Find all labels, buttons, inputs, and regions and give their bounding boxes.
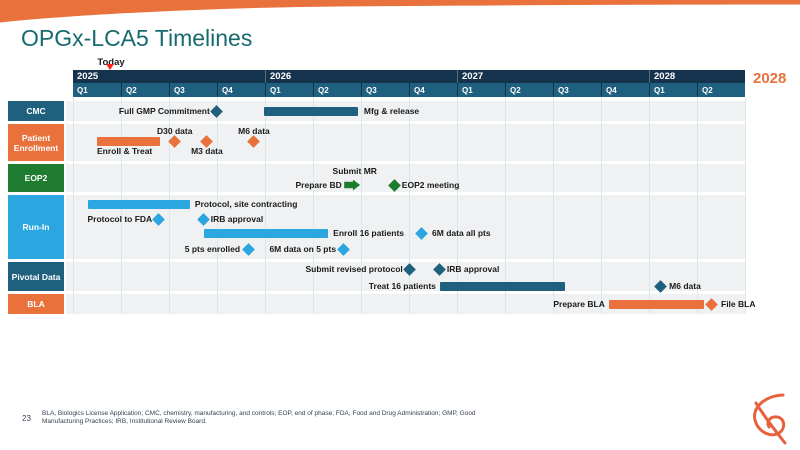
today-marker-triangle-icon: [106, 64, 115, 70]
quarter-cell: Q1: [265, 83, 313, 97]
gantt-bar: [87, 199, 191, 209]
quarter-cell: Q2: [697, 83, 745, 97]
task-label: Prepare BD: [295, 179, 342, 190]
page-number: 23: [22, 414, 31, 423]
task-label: File BLA: [721, 298, 756, 309]
gridline: [73, 98, 74, 314]
year-cell: 2026: [265, 70, 457, 83]
row-label-cmc: CMC: [8, 101, 64, 121]
gantt-bar: [204, 228, 328, 238]
task-label: Submit MR: [332, 165, 377, 176]
footnote-line-1: BLA, Biologics License Application; CMC,…: [42, 410, 476, 417]
today-label: Today: [97, 57, 125, 68]
gridline: [505, 98, 506, 314]
task-label: Enroll 16 patients: [333, 227, 405, 238]
timeline-quarter-band: Q1 Q2 Q3 Q4 Q1 Q2 Q3 Q4 Q1 Q2 Q3 Q4 Q1 Q2: [73, 83, 745, 97]
milestone-arrow-icon: [344, 179, 361, 191]
row-label-pivotal-data: Pivotal Data: [8, 262, 64, 291]
gantt-bar: [609, 299, 705, 309]
task-label: M6 data: [669, 280, 701, 291]
gridline: [697, 98, 698, 314]
task-label: 6M data on 5 pts: [269, 243, 337, 254]
quarter-cell: Q3: [361, 83, 409, 97]
task-label: Prepare BLA: [553, 298, 605, 309]
task-label: Full GMP Commitment: [118, 105, 210, 116]
quarter-cell: Q1: [457, 83, 505, 97]
footnote-line-2: Manufacturing Practices; IRB, Institutio…: [42, 418, 207, 425]
task-label: 5 pts enrolled: [184, 243, 241, 254]
gantt-bar: [97, 136, 160, 146]
quarter-cell: Q1: [77, 85, 88, 95]
timeline-year-band: 2025 2026 2027 2028: [73, 70, 745, 83]
page-title: OPGx-LCA5 Timelines: [21, 25, 253, 51]
gridline: [361, 98, 362, 314]
year-cell: 2028: [649, 70, 745, 83]
task-label: Treat 16 patients: [368, 280, 436, 291]
gantt-bar: [264, 106, 359, 116]
task-label: EOP2 meeting: [401, 179, 460, 190]
row-label-bla: BLA: [8, 294, 64, 314]
quarter-cell: Q4: [409, 83, 457, 97]
quarter-cell: Q1: [649, 83, 697, 97]
top-accent-swoosh: [0, 0, 800, 23]
year-cell: 2025: [77, 71, 99, 82]
row-label-patient-enrollment: Patient Enrollment: [8, 124, 64, 161]
row-band: [66, 101, 745, 121]
quarter-cell: Q2: [121, 83, 169, 97]
task-label: Protocol, site contracting: [194, 198, 298, 209]
gridline: [313, 98, 314, 314]
task-label: Enroll & Treat: [97, 145, 153, 156]
quarter-cell: Q2: [505, 83, 553, 97]
gridline: [601, 98, 602, 314]
task-label: M3 data: [191, 145, 223, 156]
quarter-cell: Q2: [313, 83, 361, 97]
year-cell: 2027: [457, 70, 649, 83]
gridline: [745, 98, 746, 314]
gridline: [217, 98, 218, 314]
task-label: IRB approval: [210, 213, 264, 224]
gridline: [553, 98, 554, 314]
row-band: [66, 164, 745, 192]
right-edge-year-label: 2028: [753, 70, 787, 87]
task-label: Protocol to FDA: [87, 213, 153, 224]
row-band: [66, 294, 745, 314]
task-label: M6 data: [238, 125, 270, 136]
task-label: 6M data all pts: [432, 227, 491, 238]
task-label: Submit revised protocol: [305, 263, 403, 274]
gantt-bar: [440, 281, 565, 291]
quarter-cell: Q3: [553, 83, 601, 97]
gridline: [649, 98, 650, 314]
task-label: Mfg & release: [363, 105, 420, 116]
task-label: IRB approval: [446, 263, 500, 274]
gridline: [265, 98, 266, 314]
row-label-run-in: Run-In: [8, 195, 64, 259]
company-logo-icon: [753, 393, 787, 445]
footnote: BLA, Biologics License Application; CMC,…: [42, 410, 476, 426]
quarter-cell: Q4: [601, 83, 649, 97]
row-label-eop2: EOP2: [8, 164, 64, 192]
gridline: [409, 98, 410, 314]
gridline: [457, 98, 458, 314]
task-label: D30 data: [157, 125, 193, 136]
quarter-cell: Q4: [217, 83, 265, 97]
quarter-cell: Q3: [169, 83, 217, 97]
